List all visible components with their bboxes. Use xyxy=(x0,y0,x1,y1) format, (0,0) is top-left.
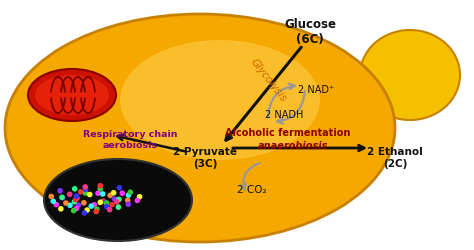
Text: Glycolysis: Glycolysis xyxy=(248,56,288,104)
Circle shape xyxy=(78,189,83,195)
Circle shape xyxy=(111,190,117,196)
Circle shape xyxy=(107,192,113,198)
Circle shape xyxy=(94,206,100,212)
Circle shape xyxy=(50,198,56,204)
Text: 2 Pyruvate
(3C): 2 Pyruvate (3C) xyxy=(173,147,237,169)
Text: 2 NADH: 2 NADH xyxy=(265,110,303,120)
Circle shape xyxy=(98,186,103,192)
Circle shape xyxy=(100,191,106,197)
Text: 2 Ethanol
(2C): 2 Ethanol (2C) xyxy=(367,147,423,169)
Circle shape xyxy=(48,194,54,199)
Ellipse shape xyxy=(120,40,320,160)
Circle shape xyxy=(114,199,119,205)
Ellipse shape xyxy=(35,75,109,115)
Circle shape xyxy=(109,202,115,207)
Circle shape xyxy=(59,194,65,200)
Text: Glucose
(6C): Glucose (6C) xyxy=(284,18,336,46)
Circle shape xyxy=(72,199,77,204)
Circle shape xyxy=(82,210,87,216)
Circle shape xyxy=(107,207,112,212)
Ellipse shape xyxy=(28,69,116,121)
Circle shape xyxy=(63,200,69,206)
Circle shape xyxy=(72,186,78,192)
Circle shape xyxy=(126,202,131,207)
Circle shape xyxy=(57,188,63,194)
Circle shape xyxy=(54,202,59,207)
Circle shape xyxy=(71,208,76,214)
Ellipse shape xyxy=(5,14,395,242)
Circle shape xyxy=(137,194,142,200)
Circle shape xyxy=(67,202,73,208)
Circle shape xyxy=(60,195,65,200)
Circle shape xyxy=(116,196,122,202)
Circle shape xyxy=(104,204,109,210)
Circle shape xyxy=(82,190,88,196)
Circle shape xyxy=(82,184,88,190)
Circle shape xyxy=(98,200,103,205)
Text: Alcoholic fermentation: Alcoholic fermentation xyxy=(225,128,351,138)
Circle shape xyxy=(83,186,88,192)
Circle shape xyxy=(95,190,101,196)
Circle shape xyxy=(91,202,97,207)
Text: 2 CO₂: 2 CO₂ xyxy=(237,185,267,195)
Circle shape xyxy=(73,206,79,211)
Text: 2 NAD⁺: 2 NAD⁺ xyxy=(298,85,334,95)
Circle shape xyxy=(87,192,92,197)
Circle shape xyxy=(112,196,118,202)
Circle shape xyxy=(119,190,125,196)
Circle shape xyxy=(116,204,121,210)
Circle shape xyxy=(81,200,87,205)
Circle shape xyxy=(125,198,130,203)
Ellipse shape xyxy=(44,159,192,241)
Circle shape xyxy=(67,192,73,197)
Text: anaerobiosis: anaerobiosis xyxy=(258,141,328,151)
Circle shape xyxy=(98,183,103,188)
Circle shape xyxy=(74,195,80,201)
Circle shape xyxy=(128,190,133,195)
Circle shape xyxy=(76,202,81,208)
Circle shape xyxy=(84,207,90,213)
Text: Respiratory chain
aerobiosis: Respiratory chain aerobiosis xyxy=(83,130,177,150)
Circle shape xyxy=(104,200,109,206)
Circle shape xyxy=(73,193,79,199)
Circle shape xyxy=(126,192,131,198)
Circle shape xyxy=(102,200,108,205)
Circle shape xyxy=(89,203,94,209)
Circle shape xyxy=(100,198,106,204)
Circle shape xyxy=(58,206,64,212)
Ellipse shape xyxy=(360,30,460,120)
Circle shape xyxy=(73,197,78,202)
Circle shape xyxy=(135,198,140,203)
Circle shape xyxy=(93,209,99,214)
Circle shape xyxy=(117,185,122,190)
